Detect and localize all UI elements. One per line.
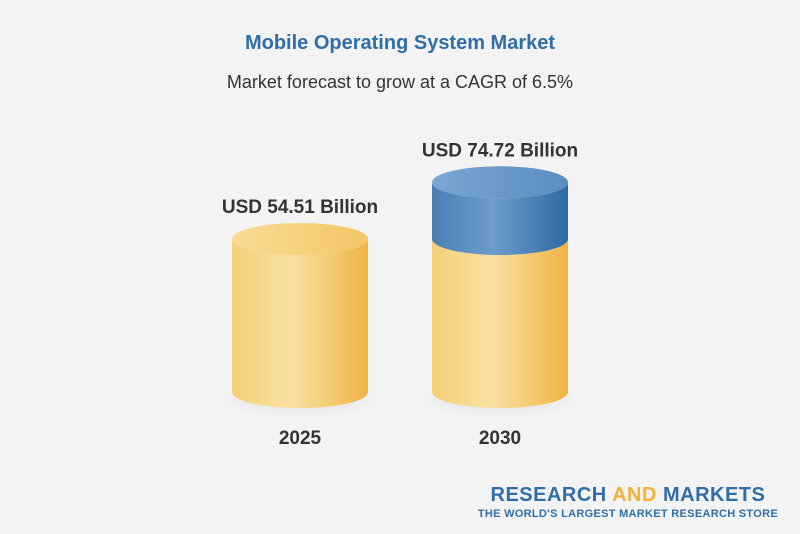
brand-name-part2: AND [612,484,657,506]
brand-logo: RESEARCH AND MARKETS THE WORLD'S LARGEST… [478,484,778,520]
chart-subtitle: Market forecast to grow at a CAGR of 6.5… [226,72,574,92]
x-tick-label: 2025 [279,428,322,449]
chart-title: Mobile Operating System Market [244,32,556,54]
bar-top-cap [232,223,368,255]
bar-body [232,239,368,408]
x-tick-label: 2030 [479,428,521,449]
bar-top-cap [432,166,568,199]
data-label: USD 54.51 Billion [222,197,378,218]
bar-2030: USD 74.72 Billion 2030 [422,140,578,449]
brand-name: RESEARCH AND MARKETS [478,484,778,506]
bar-base-segment [432,239,568,408]
bar-growth-segment [432,182,568,255]
brand-name-part1: RESEARCH [490,484,613,506]
brand-tagline: THE WORLD'S LARGEST MARKET RESEARCH STOR… [477,508,778,520]
bar-2025: USD 54.51 Billion 2025 [222,197,378,449]
data-label: USD 74.72 Billion [422,140,578,161]
brand-name-part3: MARKETS [656,484,766,506]
